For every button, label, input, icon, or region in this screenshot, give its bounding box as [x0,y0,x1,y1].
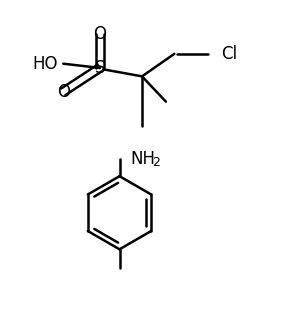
Text: O: O [57,83,70,101]
Text: 2: 2 [152,156,160,169]
Text: S: S [95,59,105,77]
Text: NH: NH [131,150,156,168]
Text: O: O [93,25,106,43]
Text: Cl: Cl [221,45,237,63]
Text: HO: HO [32,55,58,73]
